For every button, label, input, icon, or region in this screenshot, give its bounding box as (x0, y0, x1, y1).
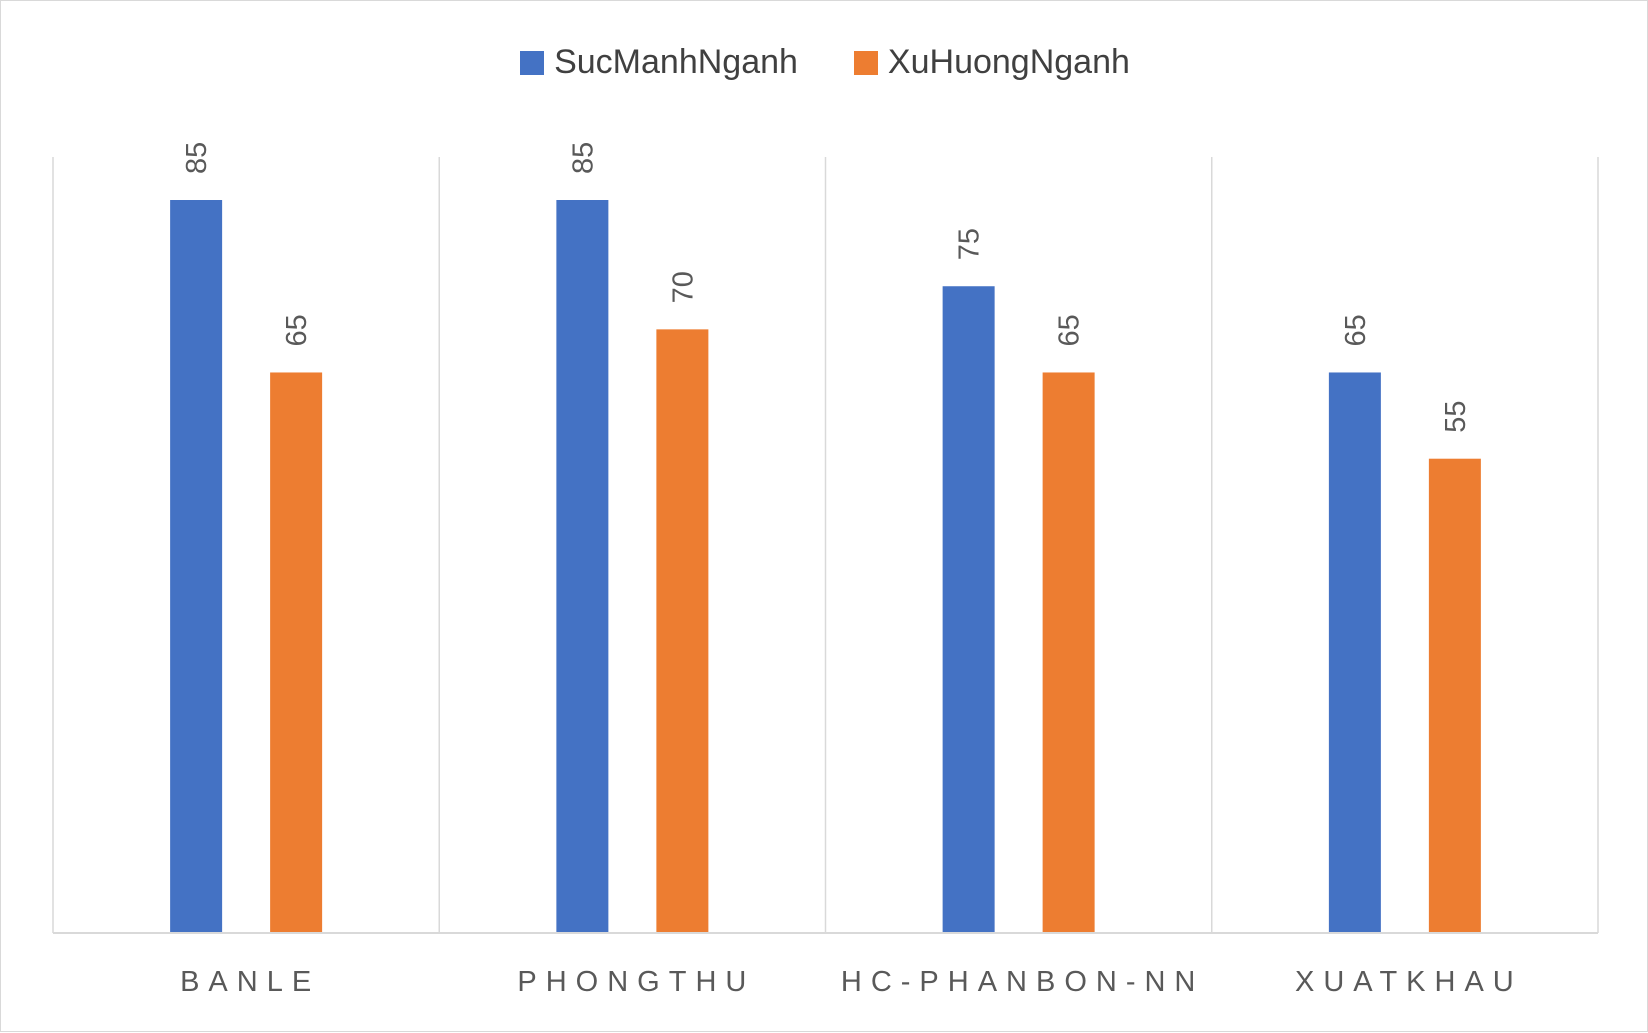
value-label-xuhuongnganh-phongthu: 70 (667, 271, 699, 303)
bar-sucmanhnganh-xuatkhau (1328, 372, 1381, 933)
legend-label: SucManhNganh (554, 43, 798, 81)
value-label-sucmanhnganh-hc-phanbon-nn: 75 (954, 228, 986, 260)
category-label-hc-phanbon-nn: HC-PHANBON-NN (841, 966, 1205, 998)
bar-xuhuongnganh-banle (270, 372, 323, 933)
legend-item-sucmanhnganh: SucManhNganh (520, 43, 798, 82)
bar-sucmanhnganh-hc-phanbon-nn (942, 286, 995, 933)
value-label-xuhuongnganh-hc-phanbon-nn: 65 (1054, 314, 1086, 346)
category-label-phongthu: PHONGTHU (517, 966, 755, 998)
bar-xuhuongnganh-phongthu (656, 329, 709, 934)
bar-xuhuongnganh-hc-phanbon-nn (1042, 372, 1095, 933)
category-label-banle: BANLE (180, 966, 320, 998)
value-label-xuhuongnganh-banle: 65 (281, 314, 313, 346)
chart-legend: SucManhNganh XuHuongNganh (1, 43, 1648, 82)
legend-label: XuHuongNganh (887, 43, 1130, 81)
value-label-sucmanhnganh-phongthu: 85 (567, 142, 599, 174)
value-label-xuhuongnganh-xuatkhau: 55 (1440, 400, 1472, 432)
legend-swatch (853, 50, 878, 75)
value-label-sucmanhnganh-xuatkhau: 65 (1340, 314, 1372, 346)
bar-xuhuongnganh-xuatkhau (1428, 458, 1481, 933)
value-label-sucmanhnganh-banle: 85 (181, 142, 213, 174)
legend-swatch (520, 50, 545, 75)
bar-sucmanhnganh-phongthu (556, 200, 609, 933)
legend-item-xuhuongnganh: XuHuongNganh (853, 43, 1130, 82)
bar-sucmanhnganh-banle (170, 200, 223, 933)
category-label-xuatkhau: XUATKHAU (1295, 966, 1523, 998)
